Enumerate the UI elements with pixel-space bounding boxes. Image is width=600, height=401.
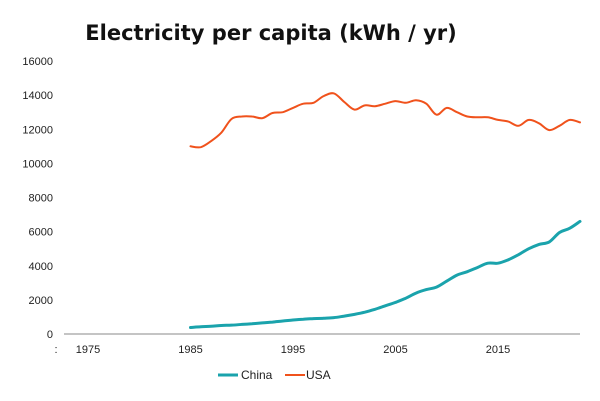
y-tick-label: 0 bbox=[47, 329, 53, 341]
x-tick-label: 1985 bbox=[178, 344, 202, 356]
x-tick-label: 1975 bbox=[76, 344, 100, 356]
series-line-usa bbox=[189, 92, 581, 149]
y-tick-label: 4000 bbox=[29, 261, 53, 273]
series-line-china bbox=[189, 219, 582, 329]
series-group bbox=[189, 92, 582, 329]
legend: China USA bbox=[218, 368, 331, 382]
y-tick-label: 2000 bbox=[29, 295, 53, 307]
y-tick-label: 10000 bbox=[22, 158, 53, 170]
x-tick-label: 2015 bbox=[486, 344, 510, 356]
chart-title: Electricity per capita (kWh / yr) bbox=[85, 21, 456, 45]
y-tick-label: 14000 bbox=[22, 90, 53, 102]
y-tick-label: 8000 bbox=[29, 193, 53, 205]
x-axis: : 1975 1985 1995 2005 2015 bbox=[54, 344, 510, 356]
legend-label-usa: USA bbox=[306, 368, 331, 382]
y-tick-label: 16000 bbox=[22, 56, 53, 68]
x-tick-label: 2005 bbox=[383, 344, 407, 356]
x-tick-label: : bbox=[54, 344, 57, 356]
y-tick-label: 6000 bbox=[29, 227, 53, 239]
legend-label-china: China bbox=[241, 368, 273, 382]
y-tick-label: 12000 bbox=[22, 124, 53, 136]
y-axis: 0 2000 4000 6000 8000 10000 12000 14000 16000 bbox=[22, 56, 53, 341]
x-tick-label: 1995 bbox=[281, 344, 305, 356]
